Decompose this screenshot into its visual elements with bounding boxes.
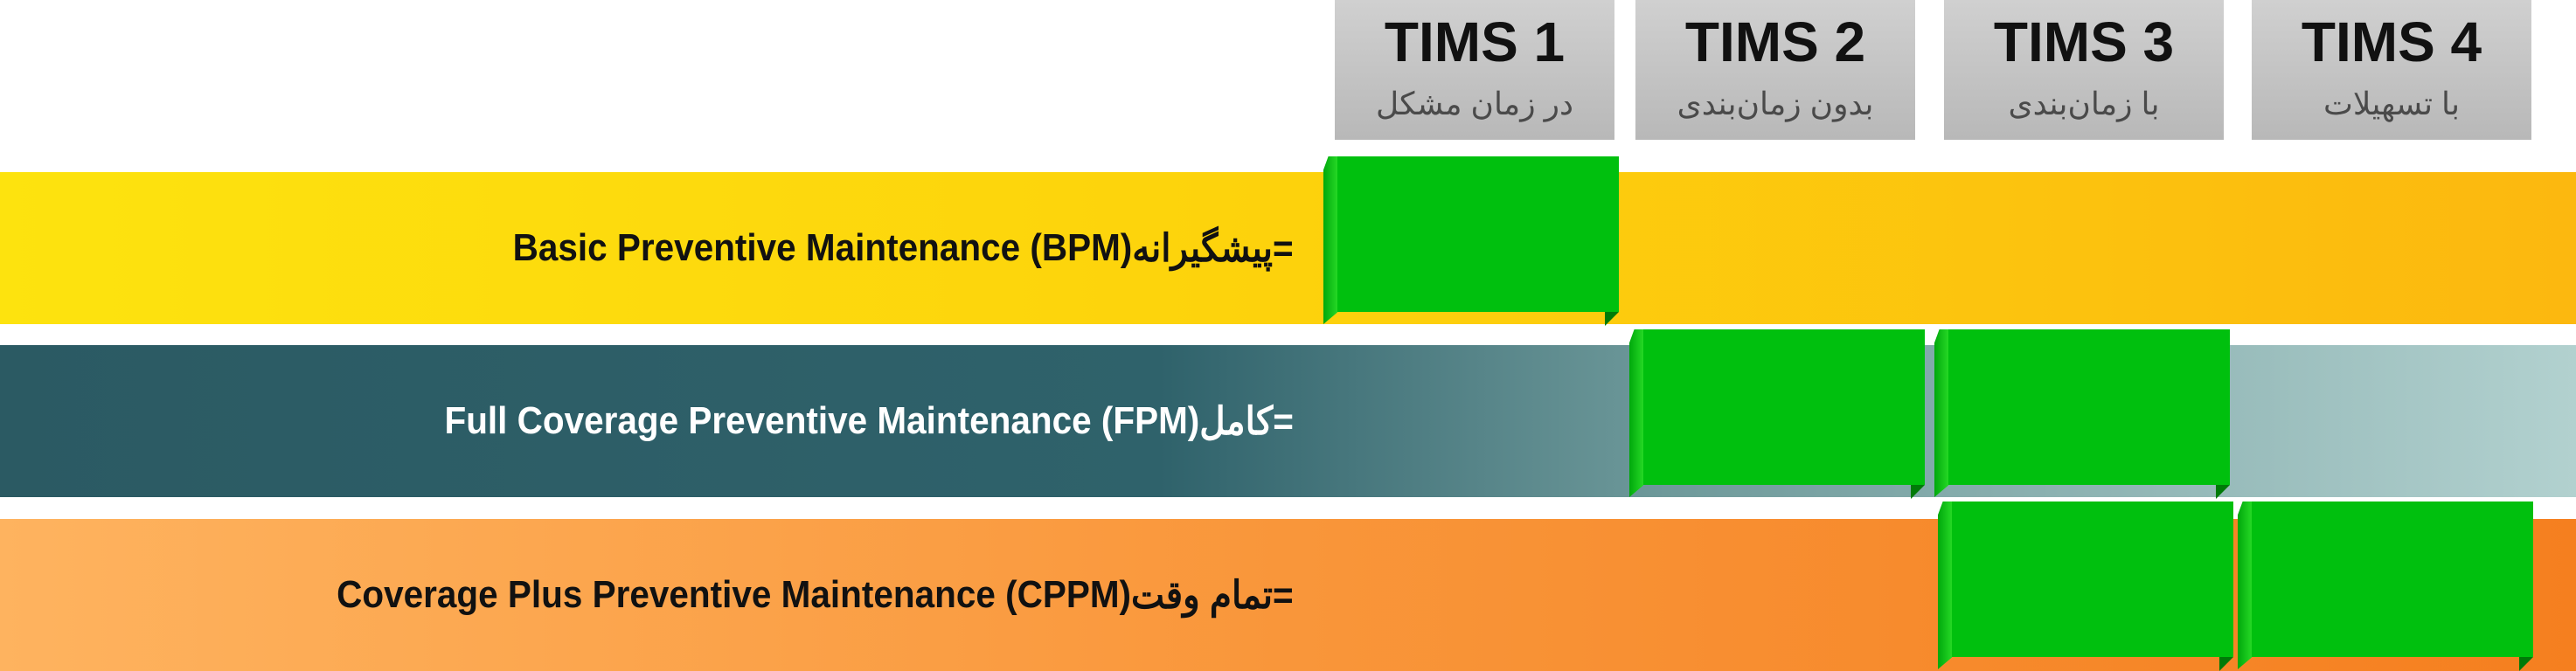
coverage-block-fpm-tims-3: [1948, 329, 2230, 485]
column-subtitle: با زمان‌بندی: [2008, 86, 2160, 121]
coverage-block-cppm-tims-3: [1952, 502, 2233, 657]
row-label: Coverage Plus Preventive Maintenance (CP…: [337, 519, 1294, 671]
column-header-tims-1: TIMS 1 در زمان مشکل: [1335, 0, 1614, 140]
row-bpm: Basic Preventive Maintenance (BPM) =پیشگی…: [0, 172, 2576, 324]
coverage-block-bpm-tims-1: [1337, 156, 1619, 312]
row-label: Basic Preventive Maintenance (BPM) =پیشگی…: [513, 172, 1294, 324]
column-subtitle: بدون زمان‌بندی: [1677, 86, 1874, 121]
column-subtitle: در زمان مشکل: [1375, 86, 1574, 121]
column-header-tims-4: TIMS 4 با تسهیلات: [2252, 0, 2531, 140]
row-label-persian: =تمام وقت: [1131, 573, 1294, 617]
column-title: TIMS 4: [2301, 10, 2482, 73]
row-label-persian: =کامل: [1199, 399, 1294, 443]
coverage-block-cppm-tims-4: [2252, 502, 2533, 657]
row-label-english: Basic Preventive Maintenance (BPM): [512, 226, 1133, 269]
column-title: TIMS 1: [1384, 10, 1566, 73]
row-label-persian: =پیشگیرانه: [1132, 226, 1294, 270]
row-label-english: Coverage Plus Preventive Maintenance (CP…: [337, 573, 1132, 616]
coverage-block-fpm-tims-2: [1643, 329, 1925, 485]
column-header-tims-2: TIMS 2 بدون زمان‌بندی: [1635, 0, 1915, 140]
row-label: Full Coverage Preventive Maintenance (FP…: [445, 345, 1294, 497]
column-subtitle: با تسهیلات: [2323, 86, 2460, 121]
column-title: TIMS 3: [1993, 10, 2175, 73]
row-label-english: Full Coverage Preventive Maintenance (FP…: [444, 399, 1200, 442]
column-title: TIMS 2: [1684, 10, 1866, 73]
column-header-tims-3: TIMS 3 با زمان‌بندی: [1944, 0, 2224, 140]
